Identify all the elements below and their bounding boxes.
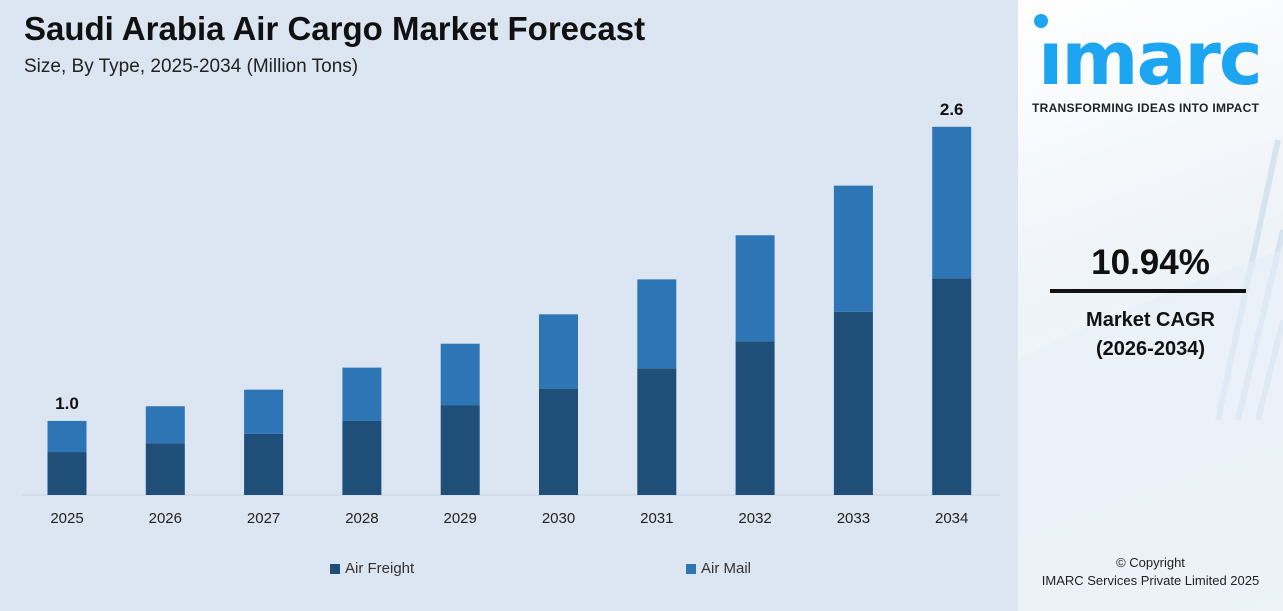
legend-label: Air Freight <box>345 560 415 577</box>
bar-air-mail-2034 <box>932 126 972 279</box>
x-tick-label: 2026 <box>149 510 182 527</box>
bar-air-freight-2026 <box>145 443 185 495</box>
tagline: TRANSFORMING IDEAS INTO IMPACT <box>1032 101 1260 115</box>
bar-air-mail-2029 <box>440 343 480 406</box>
bar-chart: 2025 1.0 2026 2027 2028 2029 2030 2031 2032 2033 2… <box>22 100 1000 527</box>
bar-air-mail-2028 <box>342 367 382 421</box>
data-label: 2.6 <box>940 100 964 119</box>
legend-swatch-air-freight <box>330 564 340 574</box>
x-tick-label: 2030 <box>542 510 575 527</box>
legend-item-air-freight: Air Freight <box>330 560 414 578</box>
bar-air-mail-2030 <box>539 314 578 389</box>
x-tick-label: 2031 <box>640 510 673 527</box>
bar-air-freight-2028 <box>342 420 382 495</box>
legend-label: Air Mail <box>701 560 752 577</box>
divider <box>1050 289 1246 293</box>
copyright-text: © Copyright <box>1116 555 1185 570</box>
bar-air-mail-2026 <box>145 406 185 444</box>
cagr-value: 10.94% <box>1091 243 1210 282</box>
copyright: © Copyright IMARC Services Private Limit… <box>1018 554 1283 590</box>
bar-air-mail-2031 <box>637 279 677 369</box>
x-tick-label: 2032 <box>738 510 771 527</box>
x-tick-label: 2028 <box>345 510 378 527</box>
bar-air-mail-2025 <box>47 420 87 453</box>
bar-air-freight-2034 <box>932 278 972 495</box>
x-tick-label: 2029 <box>444 510 477 527</box>
bar-air-freight-2033 <box>833 311 873 495</box>
chart-title: Saudi Arabia Air Cargo Market Forecast <box>24 10 646 47</box>
bar-air-mail-2027 <box>244 389 284 434</box>
bar-air-freight-2027 <box>244 433 284 495</box>
imarc-logo: ımarc <box>1030 10 1275 96</box>
chart-subtitle: Size, By Type, 2025-2034 (Million Tons) <box>24 56 359 77</box>
company-name: IMARC Services Private Limited 2025 <box>1041 573 1260 588</box>
cagr-period: (2026-2034) <box>1096 338 1205 360</box>
bar-air-freight-2029 <box>440 405 480 495</box>
x-tick-label: 2033 <box>837 510 870 527</box>
chart-panel: Saudi Arabia Air Cargo Market Forecast S… <box>22 10 1000 578</box>
x-tick-label: 2034 <box>935 510 968 527</box>
x-tick-label: 2027 <box>247 510 280 527</box>
data-label: 1.0 <box>55 394 79 413</box>
bar-air-freight-2025 <box>47 452 87 495</box>
bar-air-freight-2030 <box>539 388 578 495</box>
cagr-label: Market CAGR (2026-2034) <box>1018 306 1283 364</box>
bar-air-freight-2031 <box>637 368 677 495</box>
x-tick-label: 2025 <box>50 510 83 527</box>
bar-air-mail-2033 <box>833 185 873 312</box>
cagr-label-text: Market CAGR <box>1086 309 1215 331</box>
legend-swatch-air-mail <box>686 564 696 574</box>
legend-item-air-mail: Air Mail <box>686 560 751 578</box>
bar-air-mail-2032 <box>735 235 775 342</box>
bar-air-freight-2032 <box>735 341 775 495</box>
info-panel: ımarc TRANSFORMING IDEAS INTO IMPACT 10.… <box>1018 0 1283 611</box>
background-graphic <box>1018 139 1283 611</box>
